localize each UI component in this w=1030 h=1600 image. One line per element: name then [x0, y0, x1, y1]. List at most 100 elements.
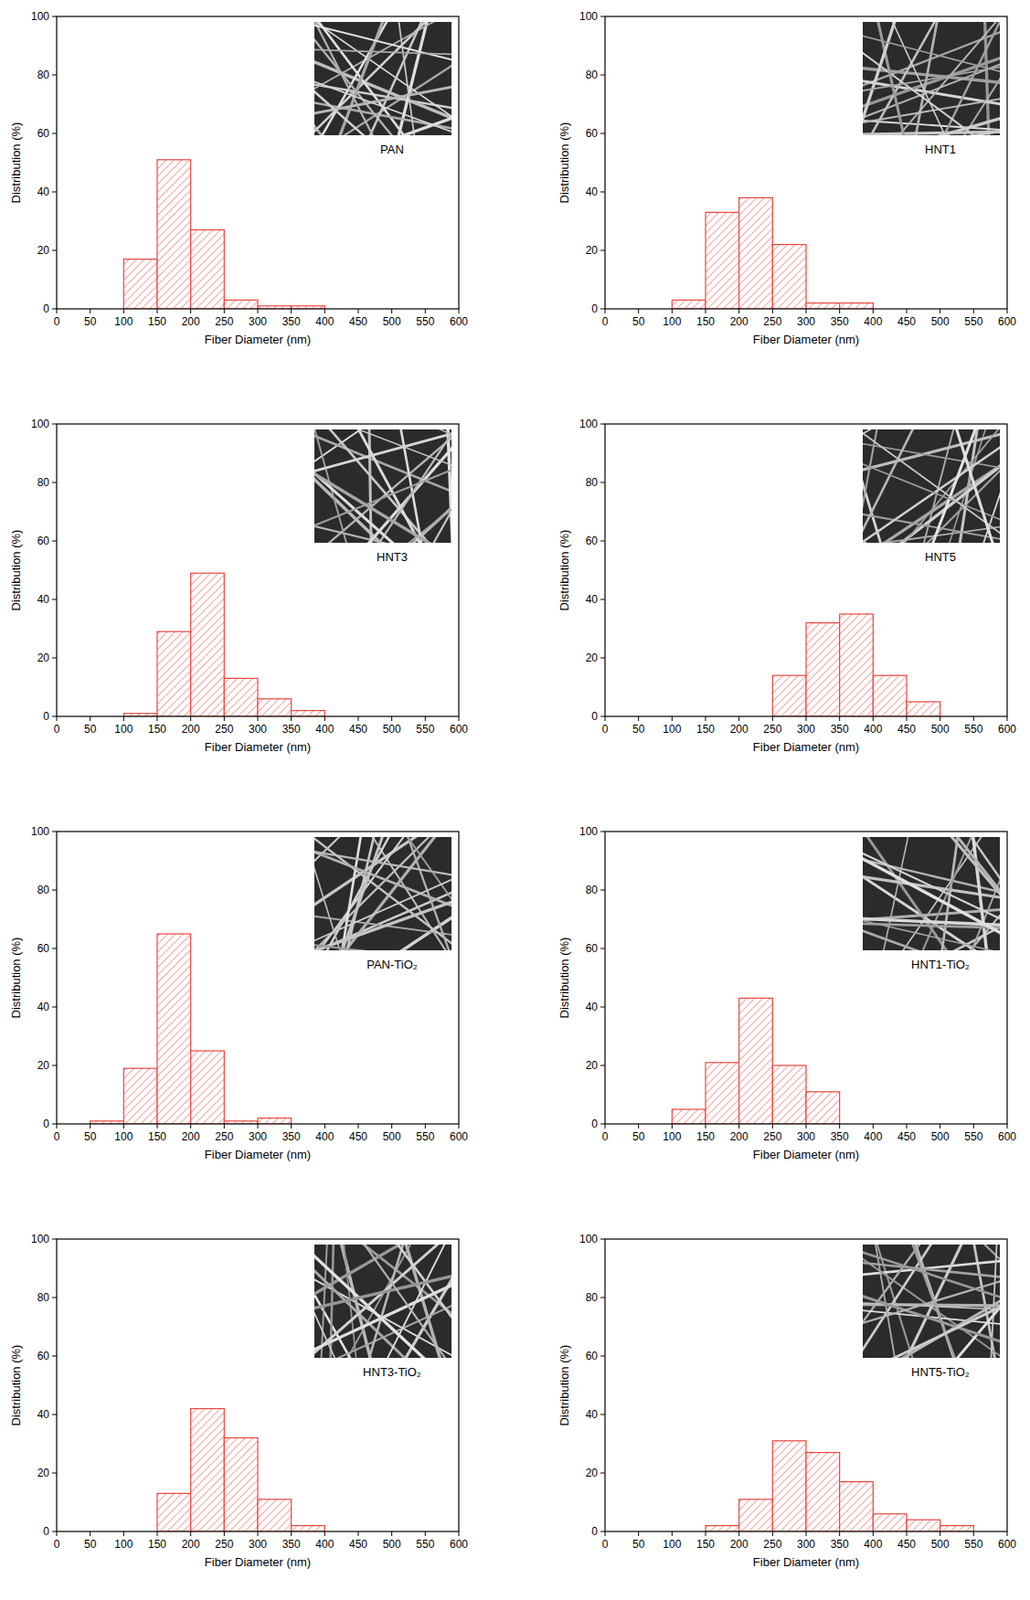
y-tick: [600, 948, 606, 950]
x-tick-label: 50: [84, 1538, 97, 1551]
x-tick-label: 500: [931, 722, 950, 736]
x-tick: [358, 1124, 360, 1129]
bars: [671, 998, 839, 1125]
x-tick: [123, 1124, 125, 1129]
x-tick: [738, 1124, 740, 1129]
y-tick: [52, 1065, 57, 1067]
x-tick: [772, 308, 774, 314]
x-tick: [806, 1124, 808, 1129]
x-tick-label: 350: [282, 1130, 301, 1144]
y-tick: [52, 1297, 57, 1299]
bar: [123, 259, 158, 309]
y-tick-label: 20: [37, 244, 51, 257]
bar: [257, 1118, 292, 1125]
bar: [872, 1514, 907, 1532]
bar: [671, 1109, 706, 1125]
y-axis-title: Distribution (%): [9, 122, 23, 204]
y-tick-label: 40: [585, 1000, 599, 1014]
plot-frame: [56, 16, 459, 309]
y-tick-label: 0: [42, 1117, 50, 1131]
x-tick: [605, 308, 606, 314]
x-tick-label: 550: [964, 1130, 983, 1144]
x-tick: [391, 1124, 393, 1129]
x-tick-label: 0: [53, 1538, 61, 1551]
x-tick: [838, 308, 840, 314]
x-tick-label: 550: [964, 722, 983, 736]
y-tick-label: 80: [585, 883, 599, 897]
x-tick-label: 350: [830, 722, 850, 736]
x-tick: [324, 1531, 326, 1537]
x-tick: [671, 1531, 673, 1537]
y-tick: [600, 16, 606, 18]
x-tick: [906, 1124, 908, 1129]
plot-frame: [605, 1239, 1008, 1532]
x-tick: [123, 308, 125, 314]
x-tick: [458, 308, 460, 314]
x-tick: [223, 1531, 225, 1537]
x-tick: [358, 716, 360, 722]
x-tick: [458, 716, 460, 722]
y-tick-label: 80: [37, 883, 51, 897]
bar: [191, 573, 225, 717]
x-tick-label: 0: [53, 315, 61, 329]
x-tick-label: 600: [998, 722, 1017, 736]
y-tick-label: 40: [585, 593, 599, 606]
x-tick: [123, 1531, 125, 1537]
sem-inset: [151, 687, 606, 1094]
sem-inset: [683, 0, 1030, 303]
x-tick: [705, 1124, 707, 1129]
bar: [157, 934, 192, 1125]
x-tick-label: 350: [282, 315, 301, 329]
x-tick-label: 500: [382, 315, 402, 329]
x-tick-label: 150: [696, 1538, 715, 1551]
y-tick-label: 60: [37, 942, 51, 956]
x-tick: [705, 716, 707, 722]
x-axis-title: Fiber Diameter (nm): [204, 332, 311, 347]
y-tick-label: 100: [579, 825, 598, 839]
y-tick-label: 0: [42, 710, 50, 723]
x-tick: [190, 308, 192, 314]
bar: [705, 212, 740, 309]
x-tick: [56, 1531, 58, 1537]
x-tick: [458, 1124, 460, 1129]
y-tick: [600, 658, 606, 659]
y-tick-label: 60: [585, 1349, 599, 1363]
y-tick: [52, 1414, 57, 1416]
y-axis-title: Distribution (%): [557, 530, 572, 612]
bars: [90, 934, 292, 1125]
x-tick-label: 200: [730, 315, 749, 329]
y-tick-label: 40: [585, 1408, 599, 1422]
y-tick: [52, 1356, 57, 1358]
x-axis-title: Fiber Diameter (nm): [204, 1147, 311, 1162]
x-axis-title: Fiber Diameter (nm): [204, 740, 311, 754]
bar: [739, 197, 774, 309]
x-tick: [123, 716, 125, 722]
x-tick: [223, 1124, 225, 1129]
x-tick: [637, 1531, 639, 1537]
x-tick: [190, 1531, 192, 1537]
x-tick-label: 600: [449, 1538, 468, 1551]
x-tick: [973, 716, 975, 722]
bars: [123, 159, 325, 309]
x-tick-label: 50: [84, 1130, 97, 1144]
x-tick: [257, 716, 259, 722]
x-tick: [89, 1531, 91, 1537]
bar: [257, 699, 292, 717]
sem-inset: [694, 697, 1030, 1126]
x-tick-label: 350: [830, 315, 850, 329]
y-tick-label: 20: [585, 1466, 599, 1480]
x-tick: [424, 1124, 426, 1129]
y-tick-label: 20: [37, 651, 51, 665]
panel: 0501001502002503003504004505005506000204…: [9, 687, 606, 1162]
panel: 0501001502002503003504004505005506000204…: [557, 277, 1030, 754]
y-tick-label: 60: [585, 942, 599, 956]
y-tick: [600, 1531, 606, 1533]
x-tick-label: 450: [349, 1130, 368, 1144]
sem-inset: [178, 0, 614, 287]
panel-title: HNT3-TiO₂: [362, 1365, 422, 1380]
y-tick: [52, 716, 57, 718]
x-tick-label: 600: [998, 1538, 1017, 1551]
bar: [772, 675, 807, 717]
y-tick: [600, 1239, 606, 1241]
x-tick-label: 200: [730, 722, 749, 736]
